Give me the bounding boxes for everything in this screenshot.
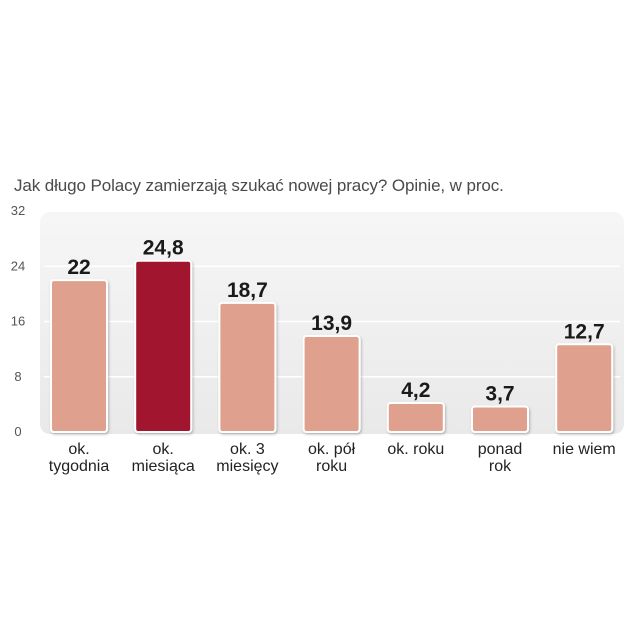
bar [134, 259, 193, 433]
y-tick-label: 32 [11, 203, 25, 218]
chart-title: Jak długo Polacy zamierzają szukać nowej… [14, 176, 504, 195]
x-tick-label: ok. pół roku [308, 441, 356, 475]
x-tick-label-line: nie wiem [553, 441, 616, 458]
x-tick-label: ok. roku [387, 441, 444, 458]
x-tick-label-line: tygodnia [49, 458, 110, 475]
x-tick-label: nie wiem [553, 441, 616, 458]
bar [555, 343, 614, 433]
x-tick-label-line: ok. [153, 441, 174, 458]
y-tick-label: 16 [11, 314, 25, 329]
x-tick-label: ok. miesiąca [132, 441, 195, 475]
value-label: 22 [67, 256, 90, 279]
bar [386, 401, 445, 433]
x-tick-label-line: rok [489, 458, 512, 475]
x-tick-label-line: miesiąca [132, 458, 195, 475]
x-tick-label-line: ok. [68, 441, 89, 458]
y-tick-label: 8 [14, 369, 21, 384]
x-tick-label-line: ok. pół [308, 441, 356, 458]
value-label: 3,7 [485, 382, 514, 405]
value-label: 24,8 [143, 237, 184, 260]
y-tick-label: 0 [14, 424, 21, 439]
x-tick-label: ponad rok [478, 441, 523, 475]
value-label: 4,2 [401, 379, 430, 402]
value-label: 12,7 [564, 320, 605, 343]
bar [218, 301, 277, 433]
x-tick-label-line: miesięcy [216, 458, 278, 475]
x-tick-label-line: ponad [478, 441, 523, 458]
bar [50, 279, 108, 433]
value-label: 13,9 [311, 312, 352, 335]
x-tick-label-line: roku [316, 458, 347, 475]
x-tick-label-line: ok. roku [387, 441, 444, 458]
bar [471, 405, 529, 433]
bar [302, 335, 361, 433]
value-label: 18,7 [227, 279, 268, 302]
x-tick-label: ok. 3 miesięcy [216, 441, 278, 475]
y-tick-label: 24 [11, 258, 25, 273]
x-tick-label: ok. tygodnia [49, 441, 110, 475]
x-tick-label-line: ok. 3 [230, 441, 265, 458]
